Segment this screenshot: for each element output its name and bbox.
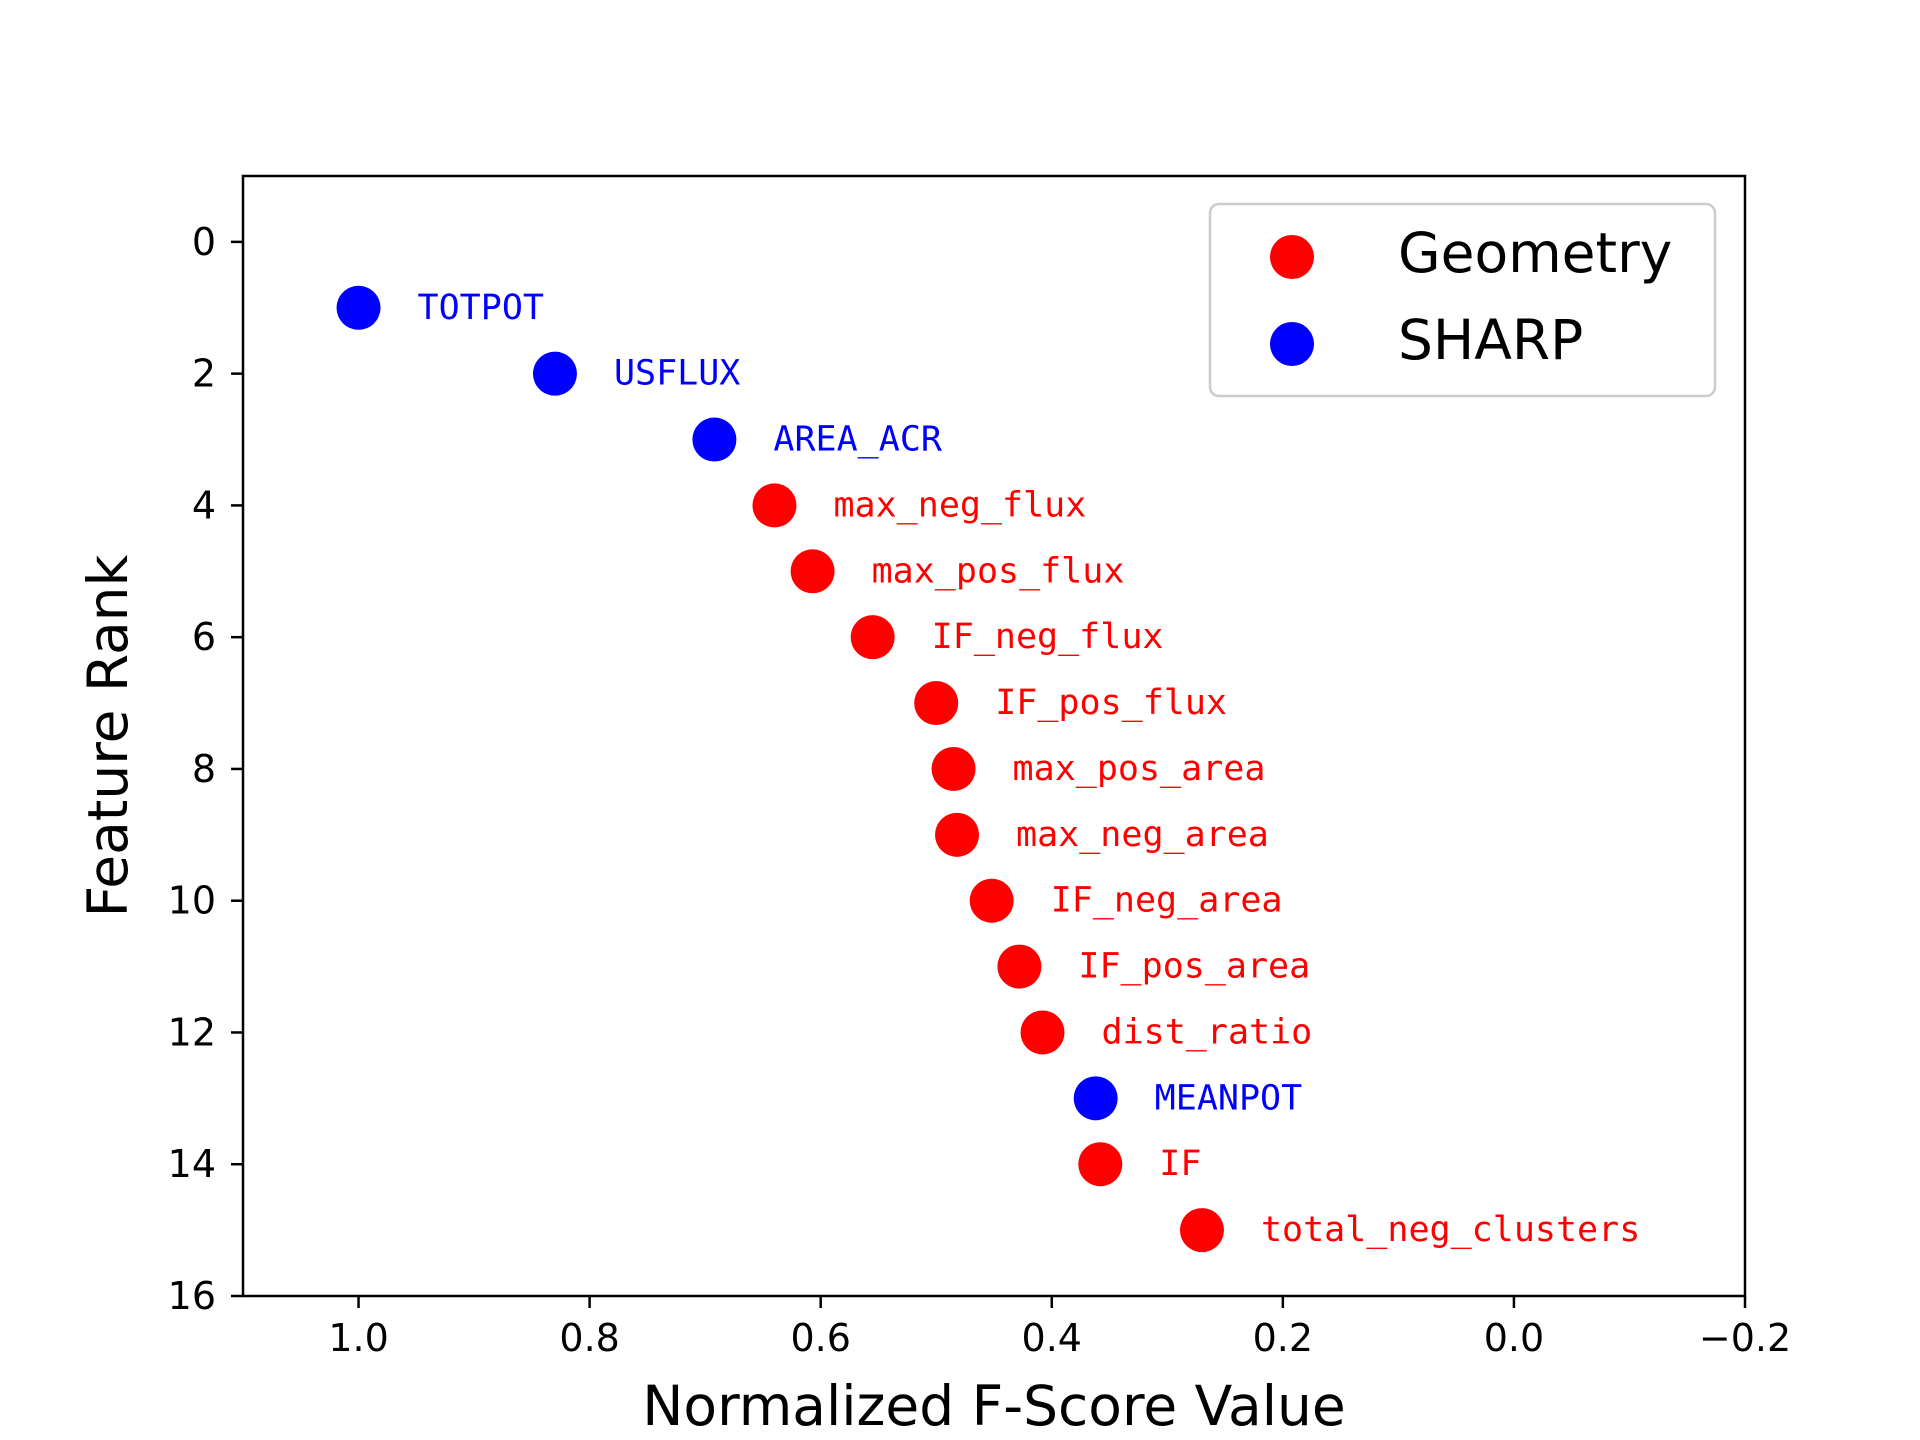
- point-geometry: [850, 615, 895, 660]
- y-tick-label: 12: [168, 1010, 216, 1054]
- point-label: total_neg_clusters: [1261, 1210, 1640, 1250]
- point-label: TOTPOT: [418, 288, 544, 328]
- point-sharp: [1073, 1076, 1118, 1121]
- point-label: IF: [1159, 1144, 1201, 1184]
- y-axis-title: Feature Rank: [76, 554, 140, 917]
- point-geometry: [790, 549, 835, 594]
- point-label: max_pos_flux: [872, 551, 1125, 591]
- x-tick-label: 1.0: [328, 1316, 388, 1360]
- legend-label-geometry: Geometry: [1398, 221, 1672, 285]
- x-tick-label: 0.2: [1253, 1316, 1313, 1360]
- legend-marker-geometry: [1270, 235, 1314, 279]
- point-label: USFLUX: [614, 354, 740, 394]
- point-geometry: [931, 746, 976, 791]
- y-tick-label: 4: [192, 483, 216, 527]
- point-label: dist_ratio: [1102, 1012, 1313, 1052]
- point-geometry: [969, 878, 1014, 923]
- y-tick-label: 2: [192, 352, 216, 396]
- point-sharp: [336, 285, 381, 330]
- x-axis-title: Normalized F-Score Value: [642, 1374, 1345, 1438]
- x-tick-label: 0.6: [790, 1316, 850, 1360]
- point-geometry: [914, 681, 959, 726]
- x-tick-label: 0.4: [1022, 1316, 1082, 1360]
- legend-box: [1208, 202, 1717, 398]
- y-tick-label: 16: [168, 1274, 216, 1318]
- y-tick-label: 8: [192, 747, 216, 791]
- x-axis: 1.0 0.8 0.6 0.4 0.2 0.0 −0.2: [328, 1296, 1791, 1360]
- y-tick-label: 6: [192, 615, 216, 659]
- point-label: IF_neg_flux: [932, 617, 1164, 657]
- point-label: AREA_ACR: [773, 420, 943, 460]
- point-label: max_neg_flux: [833, 485, 1086, 525]
- x-tick-label: −0.2: [1699, 1316, 1791, 1360]
- point-label: IF_pos_flux: [995, 683, 1227, 723]
- y-tick-label: 14: [168, 1142, 216, 1186]
- point-geometry: [1179, 1208, 1224, 1253]
- x-tick-label: 0.8: [559, 1316, 619, 1360]
- point-sharp: [532, 351, 577, 396]
- plot-frame: [241, 174, 1747, 1298]
- point-geometry: [752, 483, 797, 528]
- point-label: IF_pos_area: [1078, 947, 1310, 987]
- point-geometry: [997, 944, 1042, 989]
- point-label: max_neg_area: [1016, 815, 1269, 855]
- y-tick-label: 0: [192, 220, 216, 264]
- x-tick-label: 0.0: [1484, 1316, 1544, 1360]
- legend: Geometry SHARP: [1208, 202, 1717, 398]
- legend-label-sharp: SHARP: [1398, 308, 1583, 372]
- y-tick-label: 10: [168, 879, 216, 923]
- point-label: MEANPOT: [1155, 1078, 1303, 1118]
- point-sharp: [692, 417, 737, 462]
- data-labels: max_neg_flux max_pos_flux IF_neg_flux IF_po…: [418, 288, 1641, 1250]
- point-label: IF_neg_area: [1051, 881, 1283, 921]
- point-geometry: [935, 812, 980, 857]
- point-geometry: [1020, 1010, 1065, 1055]
- point-geometry: [1078, 1142, 1123, 1187]
- legend-marker-sharp: [1270, 322, 1314, 366]
- y-axis: 0 2 4 6 8 10 12 14 16: [168, 220, 243, 1318]
- data-points: [336, 285, 1224, 1253]
- point-label: max_pos_area: [1013, 749, 1266, 789]
